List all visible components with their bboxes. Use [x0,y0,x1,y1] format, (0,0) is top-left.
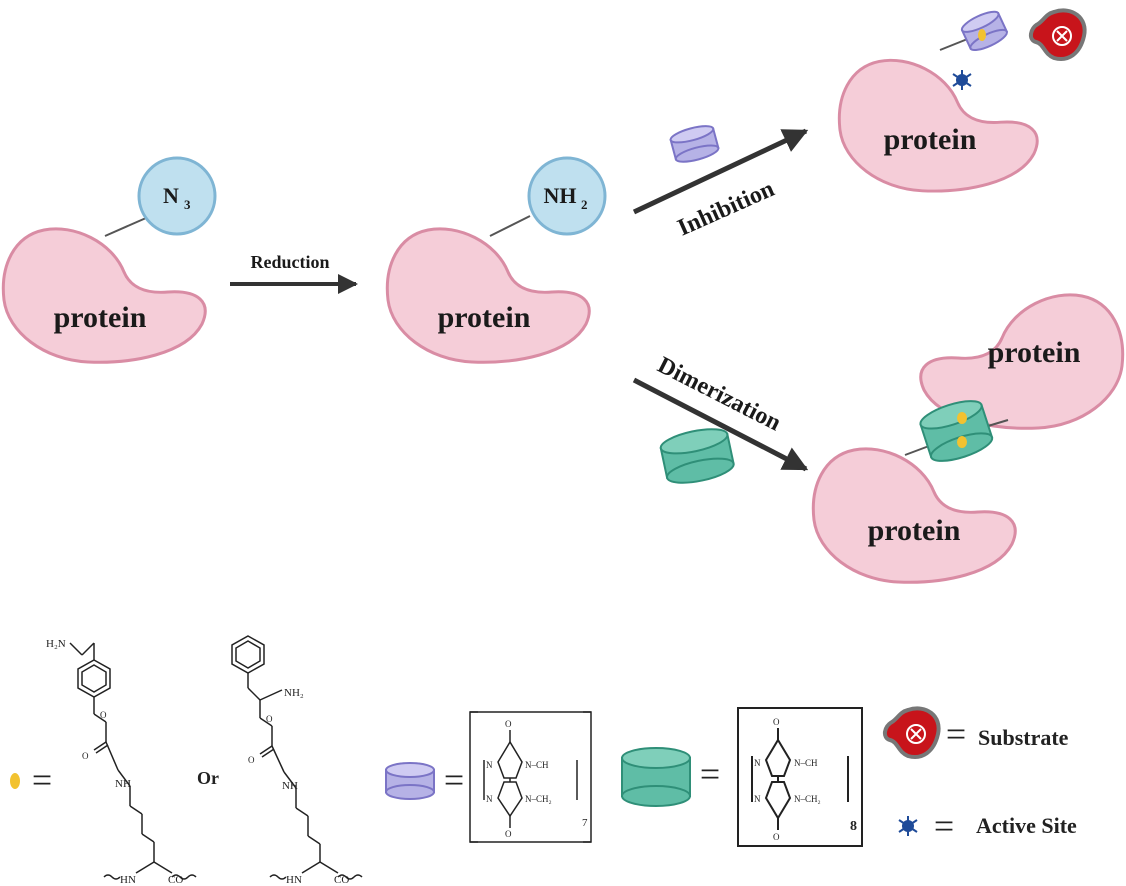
ring-ch2: N–CH₂ [525,794,552,804]
protein-blob [385,227,591,364]
equals-sign: = [32,760,52,800]
cb7-structure [469,711,592,843]
active-site-label: Active Site [976,813,1077,838]
dimerization-arrow [632,377,809,472]
protein-label: protein [438,301,531,334]
legend-cb8: = O O N N N–CH N–CH₂ 8 [621,707,863,847]
ring-o-top: O [773,717,780,727]
cb8-subscript: 8 [850,819,857,834]
cb8-legend-icon [621,747,691,807]
o-label: O [82,751,89,761]
structure-1 [69,642,197,880]
legend-active-site: = Active Site [898,806,1077,846]
backbone-co: CO [334,874,349,886]
inhibition-arrow [632,128,809,215]
guest-dot [978,29,986,41]
substrate-icon [1029,8,1087,61]
protein-inhibited: protein [837,8,1087,193]
substrate-label: Substrate [978,725,1069,750]
amine-label-2: NH₂ [284,687,304,699]
structure-2-labels: NH₂ O O NH HN CO [248,687,349,886]
protein-label: protein [54,301,147,334]
or-text: Or [197,768,219,788]
o-label: O [266,714,273,724]
protein-blob [1,227,207,364]
ring-ch2: N–CH₂ [794,794,821,804]
inhibition-step: Inhibition [632,125,809,241]
guest-dot [957,412,967,424]
azide-tag [137,156,217,236]
protein-label: protein [988,336,1081,369]
protein-amine: protein NH 2 [385,156,607,364]
azide-label: N [163,183,179,208]
protein-azide: protein N 3 [1,156,217,364]
protein-dimer: protein protein [811,293,1125,584]
cb8-host-icon [659,428,735,484]
cb8-structure [737,707,863,847]
amine-subscript: 2 [581,197,588,212]
reduction-step: Reduction [230,252,358,294]
reduction-label: Reduction [250,252,329,272]
ring-n: N [754,794,761,804]
ring-o-top: O [505,719,512,729]
ring-o-bottom: O [773,832,780,842]
tag-linker [104,217,147,237]
equals-sign: = [700,754,720,794]
ring-ch: N–CH [525,760,549,770]
protein-label: protein [884,123,977,156]
guest-dot [957,436,967,448]
cb7-bound-icon [960,10,1009,52]
backbone-hn: HN [286,874,302,886]
equals-sign: = [444,760,464,800]
nh-label-1: NH [115,778,131,790]
ring-n: N [486,760,493,770]
equals-sign: = [946,714,966,754]
active-site-icon [952,70,972,90]
amine-tag [527,156,607,236]
legend-substrate: = Substrate [883,706,1069,759]
backbone-hn: HN [120,874,136,886]
guest-dot-legend [10,773,20,789]
equals-sign: = [934,806,954,846]
structure-2 [231,635,363,880]
backbone-co: CO [168,874,183,886]
legend-cb7: = O O N N N–CH N–CH₂ 7 [385,711,592,843]
amine-label: NH [544,183,577,208]
protein-label: protein [868,514,961,547]
ring-ch: N–CH [794,758,818,768]
cb7-host-icon [669,125,720,163]
cb7-legend-icon [385,762,435,800]
nh-label-2: NH [282,780,298,792]
structure-1-labels: H₂N O O NH HN CO [46,638,183,886]
amine-label-1: H₂N [46,638,66,650]
ring-n: N [754,758,761,768]
legend-guest: = [10,760,52,800]
dimerization-step: Dimerization [632,352,809,484]
cb7-subscript: 7 [582,817,588,829]
active-site-legend-icon [898,816,918,836]
azide-subscript: 3 [184,197,191,212]
tag-linker [489,215,531,237]
ring-o-bottom: O [505,829,512,839]
o-label: O [248,755,255,765]
ring-n: N [486,794,493,804]
o-label: O [100,710,107,720]
substrate-legend-icon [883,706,941,759]
